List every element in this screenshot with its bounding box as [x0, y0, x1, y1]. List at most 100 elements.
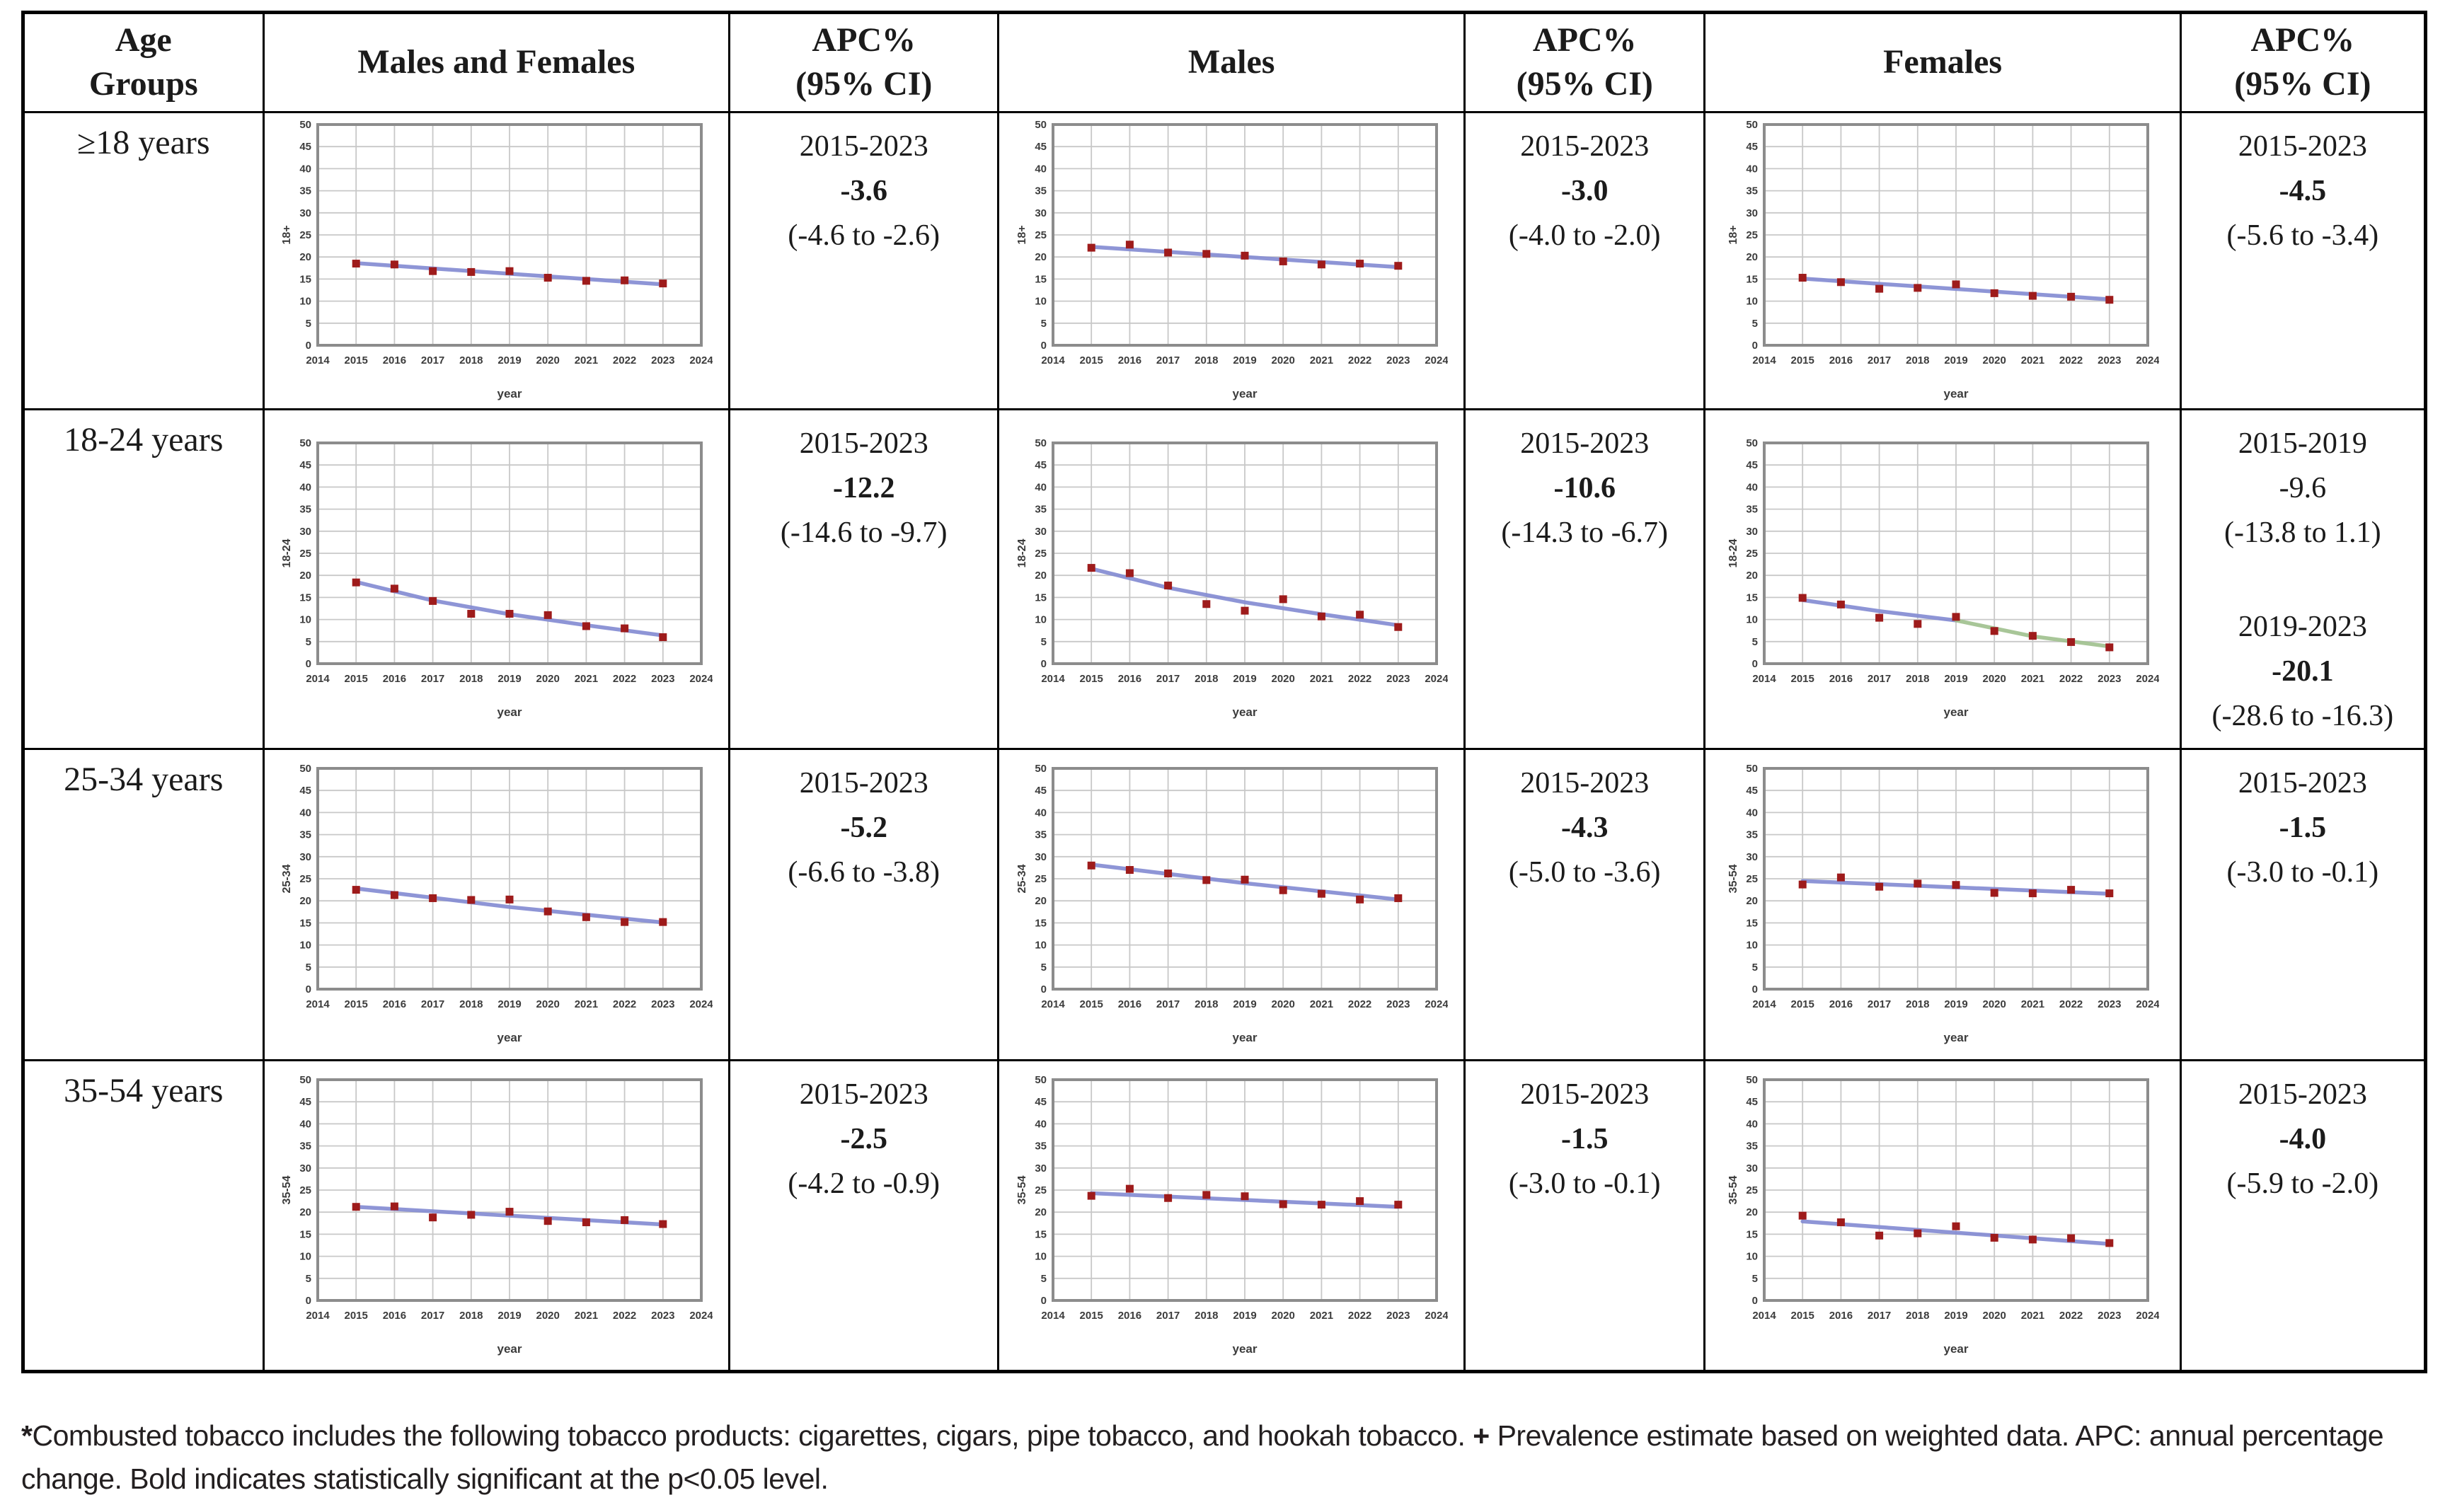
- y-axis-label: 35-54: [281, 1175, 293, 1204]
- data-point: [1164, 870, 1173, 878]
- y-tick-label: 0: [1041, 340, 1047, 352]
- y-tick-label: 30: [1035, 526, 1047, 538]
- data-point: [1394, 623, 1403, 631]
- cell-chart-both: 0 5 10 15 20 25 30 35 40 45 50 2014 2015 2016 2017 2018…: [262, 110, 731, 410]
- footnote-text-1: Combusted tobacco includes the following…: [32, 1419, 1473, 1452]
- x-tick-label: 2021: [1310, 1310, 1333, 1322]
- x-tick-label: 2014: [306, 1310, 330, 1322]
- x-tick-label: 2023: [1386, 354, 1410, 367]
- x-tick-label: 2016: [383, 1310, 406, 1322]
- x-tick-label: 2017: [421, 673, 444, 685]
- data-point: [1394, 894, 1403, 903]
- x-tick-label: 2021: [2021, 998, 2044, 1010]
- joinpoint-chart-r3-males: 0 5 10 15 20 25 30 35 40 45 50 2014 2015 2016 2017 2018…: [1015, 1073, 1449, 1357]
- apc-value: -2.5: [840, 1122, 887, 1155]
- x-tick-label: 2019: [1944, 1310, 1967, 1322]
- y-tick-label: 40: [1746, 163, 1758, 175]
- joinpoint-chart-r0-both: 0 5 10 15 20 25 30 35 40 45 50 2014 2015 2016 2017 2018…: [280, 119, 713, 403]
- cell-chart-females: 0 5 10 15 20 25 30 35 40 45 50 2014 2015 2016 2017 2018…: [1703, 747, 2182, 1061]
- y-tick-label: 5: [1752, 962, 1758, 974]
- y-tick-label: 20: [1035, 895, 1047, 907]
- age-group-label: 18-24 years: [64, 420, 224, 458]
- apc-period: 2015-2023: [1520, 766, 1650, 800]
- x-tick-label: 2018: [1906, 998, 1929, 1010]
- y-tick-label: 35: [300, 829, 312, 841]
- data-point: [1126, 1184, 1134, 1193]
- y-tick-label: 15: [1035, 1228, 1047, 1240]
- data-point: [1241, 1192, 1249, 1201]
- x-tick-label: 2022: [1348, 1310, 1371, 1322]
- y-tick-label: 25: [1035, 229, 1047, 241]
- apc-entry: 2019-2023 -20.1 (-28.6 to -16.3): [2182, 605, 2423, 739]
- plot-frame: [316, 1078, 703, 1302]
- joinpoint-chart-r2-females: 0 5 10 15 20 25 30 35 40 45 50 2014 2015 2016 2017 2018…: [1726, 763, 2160, 1046]
- x-tick-label: 2016: [1118, 1310, 1141, 1322]
- data-point: [352, 578, 361, 587]
- x-tick-label: 2022: [2059, 354, 2083, 367]
- apc-entry: 2015-2023 -4.3 (-5.0 to -3.6): [1466, 761, 1703, 895]
- joinpoint-chart-r1-both: 0 5 10 15 20 25 30 35 40 45 50 2014 2015 2016 2017 2018…: [280, 437, 713, 721]
- y-tick-label: 30: [1746, 851, 1758, 863]
- y-tick-label: 5: [1752, 318, 1758, 330]
- data-point: [1126, 241, 1134, 249]
- apc-entry: 2015-2023 -4.0 (-5.9 to -2.0): [2182, 1073, 2423, 1206]
- apc-confidence-interval: (-5.9 to -2.0): [2226, 1167, 2379, 1200]
- plot-frame: [1052, 767, 1439, 991]
- x-tick-label: 2021: [1310, 998, 1333, 1010]
- data-point: [1875, 284, 1884, 293]
- y-tick-label: 50: [1035, 1074, 1047, 1086]
- x-tick-label: 2014: [1752, 354, 1776, 367]
- apc-confidence-interval: (-4.2 to -0.9): [788, 1167, 940, 1200]
- data-point: [467, 610, 476, 618]
- data-point: [1356, 611, 1364, 619]
- apc-value: -4.5: [2279, 174, 2327, 207]
- data-point: [2105, 643, 2114, 652]
- x-tick-label: 2022: [1348, 673, 1371, 685]
- x-tick-label: 2015: [345, 354, 368, 367]
- y-tick-label: 50: [1746, 763, 1758, 775]
- x-tick-label: 2018: [459, 354, 483, 367]
- page: Age Groups Males and Females APC% (95% C…: [0, 11, 2445, 1512]
- y-tick-label: 40: [300, 482, 312, 494]
- y-tick-label: 30: [1746, 526, 1758, 538]
- y-tick-label: 25: [1035, 1184, 1047, 1196]
- cell-apc-males: 2015-2023 -10.6 (-14.3 to -6.7): [1463, 408, 1706, 750]
- cell-apc-males: 2015-2023 -3.0 (-4.0 to -2.0): [1463, 110, 1706, 410]
- apc-entry: 2015-2023 -1.5 (-3.0 to -0.1): [2182, 761, 2423, 895]
- y-tick-label: 0: [1752, 340, 1758, 352]
- y-tick-label: 15: [300, 1228, 312, 1240]
- table-row: 35-54 years 0 5 10 15 20 25 30 35 40 45 50 2014 2015 2…: [22, 1058, 2427, 1373]
- trend-line-blue: [354, 887, 665, 925]
- y-tick-label: 35: [1746, 829, 1758, 841]
- data-point: [544, 274, 553, 282]
- x-tick-label: 2016: [383, 998, 406, 1010]
- y-tick-label: 45: [1035, 1096, 1047, 1108]
- x-tick-label: 2024: [690, 673, 713, 685]
- x-tick-label: 2014: [1041, 673, 1065, 685]
- x-tick-label: 2021: [2021, 1310, 2044, 1322]
- data-point: [1875, 613, 1884, 622]
- y-tick-label: 25: [300, 548, 312, 560]
- x-tick-label: 2016: [1118, 354, 1141, 367]
- y-tick-label: 45: [300, 1096, 312, 1108]
- y-tick-label: 45: [1746, 459, 1758, 471]
- data-point: [659, 279, 667, 288]
- x-tick-label: 2022: [613, 998, 636, 1010]
- apc-value: -3.0: [1560, 174, 1609, 207]
- cell-apc-both: 2015-2023 -12.2 (-14.6 to -9.7): [728, 408, 1000, 750]
- y-tick-label: 50: [1035, 119, 1047, 131]
- x-tick-label: 2024: [2136, 673, 2159, 685]
- age-group-label: ≥18 years: [76, 123, 210, 161]
- y-tick-label: 35: [300, 504, 312, 516]
- x-tick-label: 2017: [1868, 998, 1891, 1010]
- x-tick-label: 2022: [1348, 998, 1371, 1010]
- trend-line-blue: [1800, 277, 2112, 302]
- header-males: Males: [997, 11, 1466, 113]
- y-tick-label: 15: [1746, 918, 1758, 930]
- y-tick-label: 5: [306, 1273, 311, 1285]
- apc-period: 2015-2023: [799, 766, 928, 800]
- plus-marker: +: [1473, 1419, 1490, 1452]
- data-point: [2105, 296, 2114, 304]
- x-tick-label: 2018: [459, 673, 483, 685]
- apc-value: -3.6: [840, 174, 887, 207]
